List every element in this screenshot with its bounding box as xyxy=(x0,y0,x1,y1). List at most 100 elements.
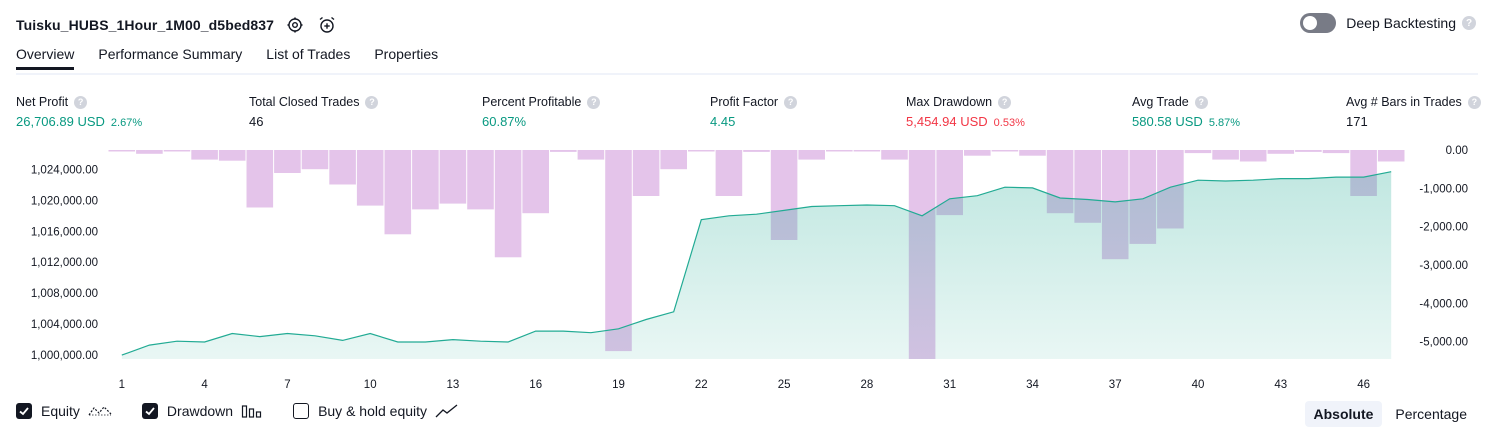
bar-chart-icon xyxy=(241,403,263,419)
tab-overview[interactable]: Overview xyxy=(16,46,75,70)
metric-subvalue: 5.87% xyxy=(1208,117,1241,129)
drawdown-bar xyxy=(660,150,687,170)
drawdown-bar xyxy=(715,150,743,196)
drawdown-bar xyxy=(108,150,136,152)
x-axis-tick: 37 xyxy=(1109,379,1122,391)
drawdown-bar xyxy=(1019,150,1046,156)
drawdown-axis-tick: -5,000.00 xyxy=(1419,337,1468,349)
equity-axis-tick: 1,004,000.00 xyxy=(31,319,98,331)
drawdown-bar xyxy=(688,150,715,152)
equity-line xyxy=(121,171,1392,356)
metric-value: 4.45 xyxy=(710,114,736,129)
strategy-header: Tuisku_HUBS_1Hour_1M00_d5bed837 xyxy=(16,14,338,36)
buy-hold-checkbox[interactable] xyxy=(293,403,310,419)
drawdown-bar xyxy=(1212,150,1239,160)
metric-label: Percent Profitable xyxy=(482,95,582,109)
drawdown-axis-tick: 0.00 xyxy=(1446,145,1468,157)
metric-value: 60.87% xyxy=(482,114,527,129)
percentage-button[interactable]: Percentage xyxy=(1395,406,1467,422)
x-axis-tick: 43 xyxy=(1274,379,1287,391)
drawdown-axis-tick: -2,000.00 xyxy=(1419,222,1468,234)
drawdown-bar xyxy=(1267,150,1295,154)
drawdown-bar xyxy=(1184,150,1212,154)
metric-label: Max Drawdown xyxy=(906,95,993,109)
x-axis-tick: 19 xyxy=(612,379,625,391)
legend-label: Equity xyxy=(41,403,80,419)
toggle-knob xyxy=(1303,16,1318,30)
info-icon[interactable]: ? xyxy=(74,95,88,109)
drawdown-bar xyxy=(274,150,301,173)
metric-avg-bars-in-trades: Avg # Bars in Trades? 171 xyxy=(1346,94,1481,130)
info-icon[interactable]: ? xyxy=(1467,95,1481,109)
metric-label: Total Closed Trades xyxy=(249,95,360,109)
deep-backtesting-toggle[interactable] xyxy=(1300,13,1337,33)
metric-label: Net Profit xyxy=(16,95,69,109)
equity-axis-tick: 1,012,000.00 xyxy=(31,257,98,269)
drawdown-bar xyxy=(136,150,163,154)
x-axis-tick: 16 xyxy=(529,379,542,391)
drawdown-bar xyxy=(1295,150,1322,152)
metric-avg-trade: Avg Trade? 580.58 USD 5.87% xyxy=(1132,94,1240,130)
equity-axis-tick: 1,020,000.00 xyxy=(31,195,98,207)
info-icon[interactable]: ? xyxy=(1194,95,1208,109)
equity-checkbox[interactable] xyxy=(16,403,32,419)
legend-equity[interactable]: Equity xyxy=(16,403,112,419)
drawdown-bar xyxy=(412,150,439,210)
legend-drawdown[interactable]: Drawdown xyxy=(141,403,263,419)
drawdown-bar xyxy=(494,150,522,258)
metric-label: Profit Factor xyxy=(710,95,779,109)
tab-list-of-trades[interactable]: List of Trades xyxy=(266,46,351,62)
metric-net-profit: Net Profit? 26,706.89 USD 2.67% xyxy=(16,94,142,130)
x-axis-tick: 34 xyxy=(1026,379,1039,391)
legend-label: Buy & hold equity xyxy=(318,403,428,419)
drawdown-bar xyxy=(605,150,632,352)
x-axis-tick: 4 xyxy=(201,379,208,391)
info-icon[interactable]: ? xyxy=(998,95,1012,109)
metric-label: Avg Trade xyxy=(1132,95,1189,109)
x-axis-tick: 13 xyxy=(447,379,460,391)
info-icon[interactable]: ? xyxy=(365,95,379,109)
drawdown-bar xyxy=(163,150,191,152)
x-axis-tick: 46 xyxy=(1357,379,1370,391)
legend-buy-hold-equity[interactable]: Buy & hold equity xyxy=(293,403,459,419)
equity-axis-tick: 1,024,000.00 xyxy=(31,164,98,176)
metric-subvalue: 2.67% xyxy=(110,117,143,129)
metric-value: 580.58 USD xyxy=(1132,114,1203,129)
info-icon[interactable]: ? xyxy=(784,95,798,109)
drawdown-bar xyxy=(826,150,853,152)
drawdown-bar xyxy=(550,150,577,152)
equity-drawdown-chart: 1,000,000.00 1,004,000.00 1,008,000.00 1,01… xyxy=(31,145,1468,391)
drawdown-bar xyxy=(1377,150,1405,162)
x-axis-tick: 10 xyxy=(364,379,377,391)
tab-performance-summary[interactable]: Performance Summary xyxy=(98,46,243,62)
drawdown-bar xyxy=(853,150,881,152)
drawdown-bar xyxy=(577,150,605,160)
drawdown-bar xyxy=(246,150,274,208)
x-axis-tick: 1 xyxy=(119,379,125,391)
drawdown-bar xyxy=(1239,150,1267,162)
metric-label: Avg # Bars in Trades xyxy=(1346,95,1462,109)
drawdown-bar xyxy=(881,150,908,160)
drawdown-bar xyxy=(991,150,1019,152)
strategy-title: Tuisku_HUBS_1Hour_1M00_d5bed837 xyxy=(16,17,275,33)
drawdown-bar xyxy=(439,150,467,204)
equity-line-icon xyxy=(88,403,112,419)
drawdown-checkbox[interactable] xyxy=(141,403,158,419)
gear-icon[interactable] xyxy=(284,14,306,36)
tab-properties[interactable]: Properties xyxy=(374,46,439,62)
drawdown-bar xyxy=(301,150,329,170)
metric-value: 171 xyxy=(1346,114,1368,129)
drawdown-bar xyxy=(329,150,356,185)
equity-area xyxy=(121,171,1392,359)
metric-percent-profitable: Percent Profitable? 60.87% xyxy=(482,94,601,130)
absolute-button[interactable]: Absolute xyxy=(1304,401,1383,427)
chart-legend: Equity Drawdown Buy & hold equity xyxy=(16,403,489,419)
x-axis-tick: 40 xyxy=(1192,379,1205,391)
alarm-clock-plus-icon[interactable] xyxy=(316,14,338,36)
deep-backtesting-label: Deep Backtesting xyxy=(1346,15,1456,31)
tab-divider xyxy=(16,73,1478,75)
info-icon[interactable]: ? xyxy=(587,95,601,109)
x-axis-tick: 25 xyxy=(778,379,791,391)
tab-bar: Overview Performance Summary List of Tra… xyxy=(16,46,462,70)
help-icon[interactable]: ? xyxy=(1462,16,1476,30)
